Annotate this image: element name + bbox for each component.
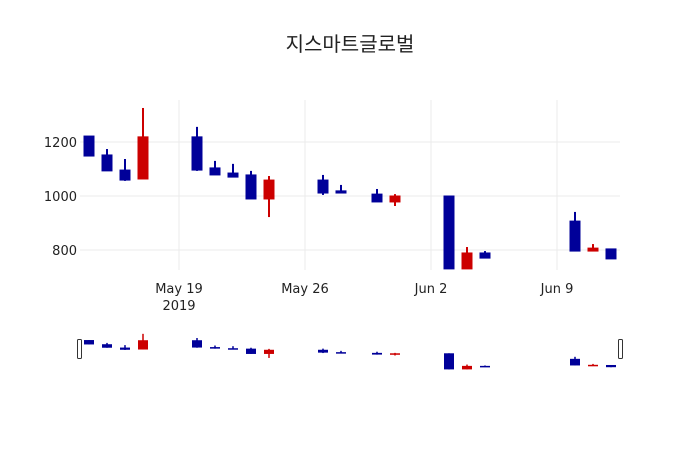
mini-candle <box>228 346 238 350</box>
range-slider[interactable] <box>77 333 623 370</box>
mini-candle <box>102 342 112 348</box>
range-slider-left-handle[interactable] <box>77 339 82 359</box>
candle <box>443 195 455 270</box>
mini-candle <box>210 345 220 349</box>
y-tick-label: 1000 <box>44 190 77 205</box>
mini-candle <box>336 350 346 354</box>
mini-candle <box>390 352 400 356</box>
mini-candle <box>318 348 328 354</box>
candle <box>569 211 581 252</box>
mini-candle <box>588 363 598 367</box>
y-axis: 800 1000 1200 <box>44 136 77 259</box>
y-tick-label: 1200 <box>44 136 77 151</box>
chart-title: 지스마트글로벌 <box>285 32 415 56</box>
grid-lines <box>80 100 620 270</box>
candle <box>137 107 149 180</box>
x-tick-label: May 26 <box>281 282 329 297</box>
candle <box>605 248 617 260</box>
candle <box>119 159 131 181</box>
candle <box>191 126 203 171</box>
y-tick-label: 800 <box>52 244 77 259</box>
candle <box>587 244 599 252</box>
candle <box>263 176 275 218</box>
candle <box>227 163 239 178</box>
mini-candle <box>192 338 202 348</box>
candle <box>479 251 491 259</box>
x-axis: May 19 2019 May 26 Jun 2 Jun 9 <box>155 282 573 314</box>
mini-candle <box>264 348 274 358</box>
x-tick-label: Jun 9 <box>540 282 574 297</box>
range-slider-right-handle[interactable] <box>618 339 623 359</box>
mini-candle <box>84 340 94 345</box>
candle <box>335 184 347 194</box>
mini-candle <box>444 353 454 370</box>
x-tick-year-label: 2019 <box>162 299 195 314</box>
candle <box>389 194 401 206</box>
mini-candle <box>570 356 580 366</box>
x-tick-label: May 19 <box>155 282 203 297</box>
x-tick-label: Jun 2 <box>414 282 448 297</box>
mini-candle <box>606 364 616 368</box>
mini-candle <box>372 351 382 355</box>
mini-candle <box>246 347 256 354</box>
mini-candle <box>120 345 130 350</box>
candle <box>317 174 329 195</box>
candle <box>245 170 257 200</box>
candle <box>101 149 113 172</box>
mini-candle <box>462 364 472 370</box>
candle-series <box>83 107 617 270</box>
mini-candle <box>480 365 490 368</box>
candle <box>371 188 383 203</box>
candle <box>461 247 473 270</box>
mini-candle <box>138 333 148 350</box>
candle <box>209 160 221 176</box>
candle <box>83 135 95 157</box>
